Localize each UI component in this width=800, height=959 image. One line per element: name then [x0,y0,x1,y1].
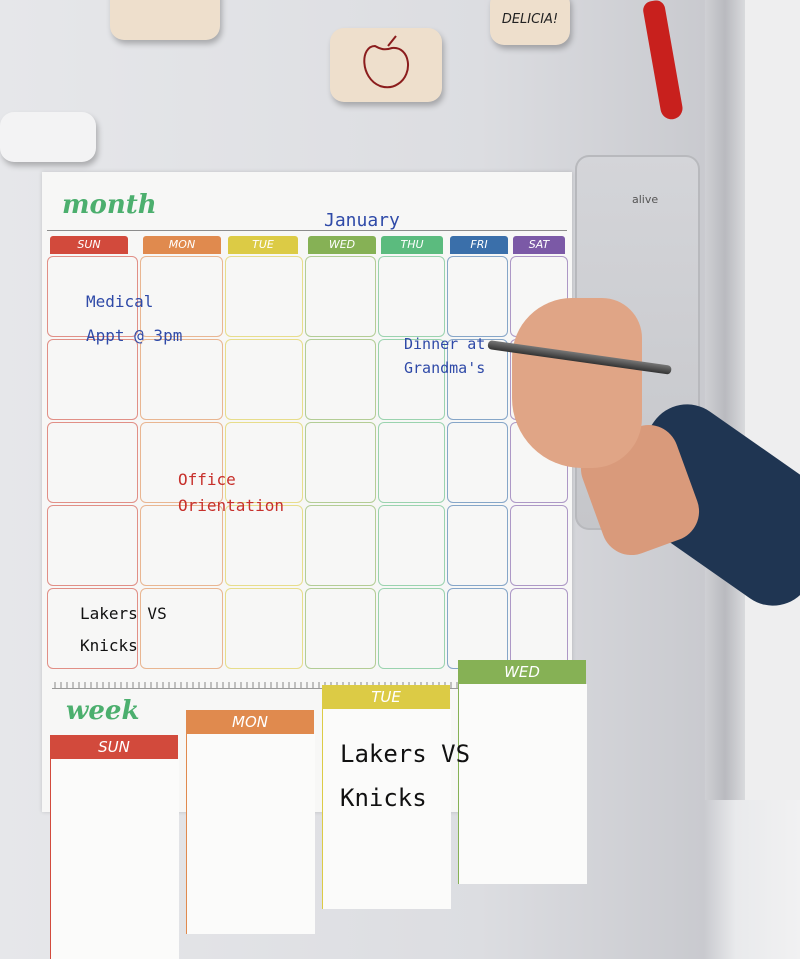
month-title: month [62,190,157,220]
apple-magnet [330,28,442,102]
week-note-lakers-knicks: Lakers VS Knicks [340,732,470,820]
white-magnet [0,112,96,162]
calendar-cell[interactable] [378,588,445,669]
month-grid [47,256,569,671]
calendar-cell[interactable] [305,588,376,669]
week-day-header-wed: WED [458,660,586,684]
calendar-cell[interactable] [140,505,223,586]
day-header-mon: MON [143,236,221,254]
note-line: Grandma's [404,359,486,377]
note-line: Dinner at [404,335,486,353]
note-line: Orientation [178,496,284,515]
calendar-cell[interactable] [47,505,138,586]
month-name: January [324,210,400,231]
calendar-cell[interactable] [447,339,508,420]
note-lakers-knicks: Lakers VS Knicks [80,598,167,662]
calendar-cell[interactable] [140,339,223,420]
fridge-door-edge [705,0,745,800]
day-header-fri: FRI [450,236,508,254]
calendar-cell[interactable] [225,422,303,503]
calendar-cell[interactable] [378,339,445,420]
calendar-cell[interactable] [47,339,138,420]
week-day-header-sun: SUN [50,735,178,759]
week-day-cell[interactable] [458,684,587,884]
calendar-cell[interactable] [47,422,138,503]
calendar-cell[interactable] [378,505,445,586]
calendar-cell[interactable] [378,422,445,503]
note-line: Knicks [80,636,138,655]
calendar-cell[interactable] [140,588,223,669]
calendar-cell[interactable] [447,256,508,337]
chili-pepper-magnet [641,0,685,121]
calendar-cell[interactable] [378,256,445,337]
note-line: Medical [86,292,154,311]
header-line [47,230,567,231]
note-office-orientation: Office Orientation [178,467,284,519]
day-header-sun: SUN [50,236,128,254]
month-day-headers: SUN MON TUE WED THU FRI SAT [50,236,570,256]
calendar-cell[interactable] [305,422,376,503]
calendar-cell[interactable] [225,339,303,420]
note-line: Lakers VS [340,740,471,768]
calendar-cell[interactable] [225,256,303,337]
calendar-cell[interactable] [305,505,376,586]
day-header-thu: THU [381,236,443,254]
calendar-cell[interactable] [305,256,376,337]
calendar-cell[interactable] [447,422,508,503]
calendar-cell[interactable] [47,588,138,669]
note-line: Office [178,470,236,489]
calendar-cell[interactable] [140,422,223,503]
calendar-cell[interactable] [140,256,223,337]
calendar-cell[interactable] [225,588,303,669]
week-day-cell[interactable] [186,734,315,934]
calendar-cell[interactable] [447,505,508,586]
panel-brand: alive [632,193,659,206]
week-day-header-mon: MON [186,710,314,734]
day-header-sat: SAT [513,236,565,254]
day-header-wed: WED [308,236,376,254]
magnet-left [110,0,220,40]
hand [512,298,642,468]
note-line: Appt @ 3pm [86,326,183,345]
week-columns: SUN MON TUE WED [50,660,587,959]
week-day-header-tue: TUE [322,685,450,709]
calendar-cell[interactable] [47,256,138,337]
note-line: Knicks [340,784,427,812]
note-medical-appt: Medical Appt @ 3pm [86,285,182,353]
day-header-tue: TUE [228,236,298,254]
note-line: Lakers VS [80,604,167,623]
apple-icon [363,35,410,89]
calendar-cell[interactable] [225,505,303,586]
week-title: week [66,696,140,726]
calendar-cell[interactable] [447,588,508,669]
delicia-magnet: DELICIA! [490,0,570,45]
week-day-cell[interactable] [50,759,179,959]
note-dinner: Dinner at Grandma's [404,332,485,380]
calendar-cell[interactable] [510,588,568,669]
calendar-cell[interactable] [305,339,376,420]
fridge-side [745,0,800,800]
calendar-cell[interactable] [510,505,568,586]
